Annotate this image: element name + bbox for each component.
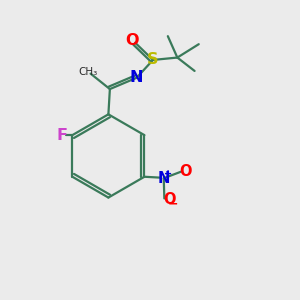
Text: O: O: [125, 33, 138, 48]
Text: N: N: [130, 70, 143, 85]
Text: −: −: [168, 197, 178, 210]
Text: O: O: [179, 164, 192, 179]
Text: CH₃: CH₃: [79, 68, 98, 77]
Text: S: S: [147, 52, 159, 68]
Text: O: O: [163, 192, 175, 207]
Text: F: F: [56, 128, 67, 142]
Text: N: N: [158, 171, 170, 186]
Text: +: +: [164, 169, 172, 179]
